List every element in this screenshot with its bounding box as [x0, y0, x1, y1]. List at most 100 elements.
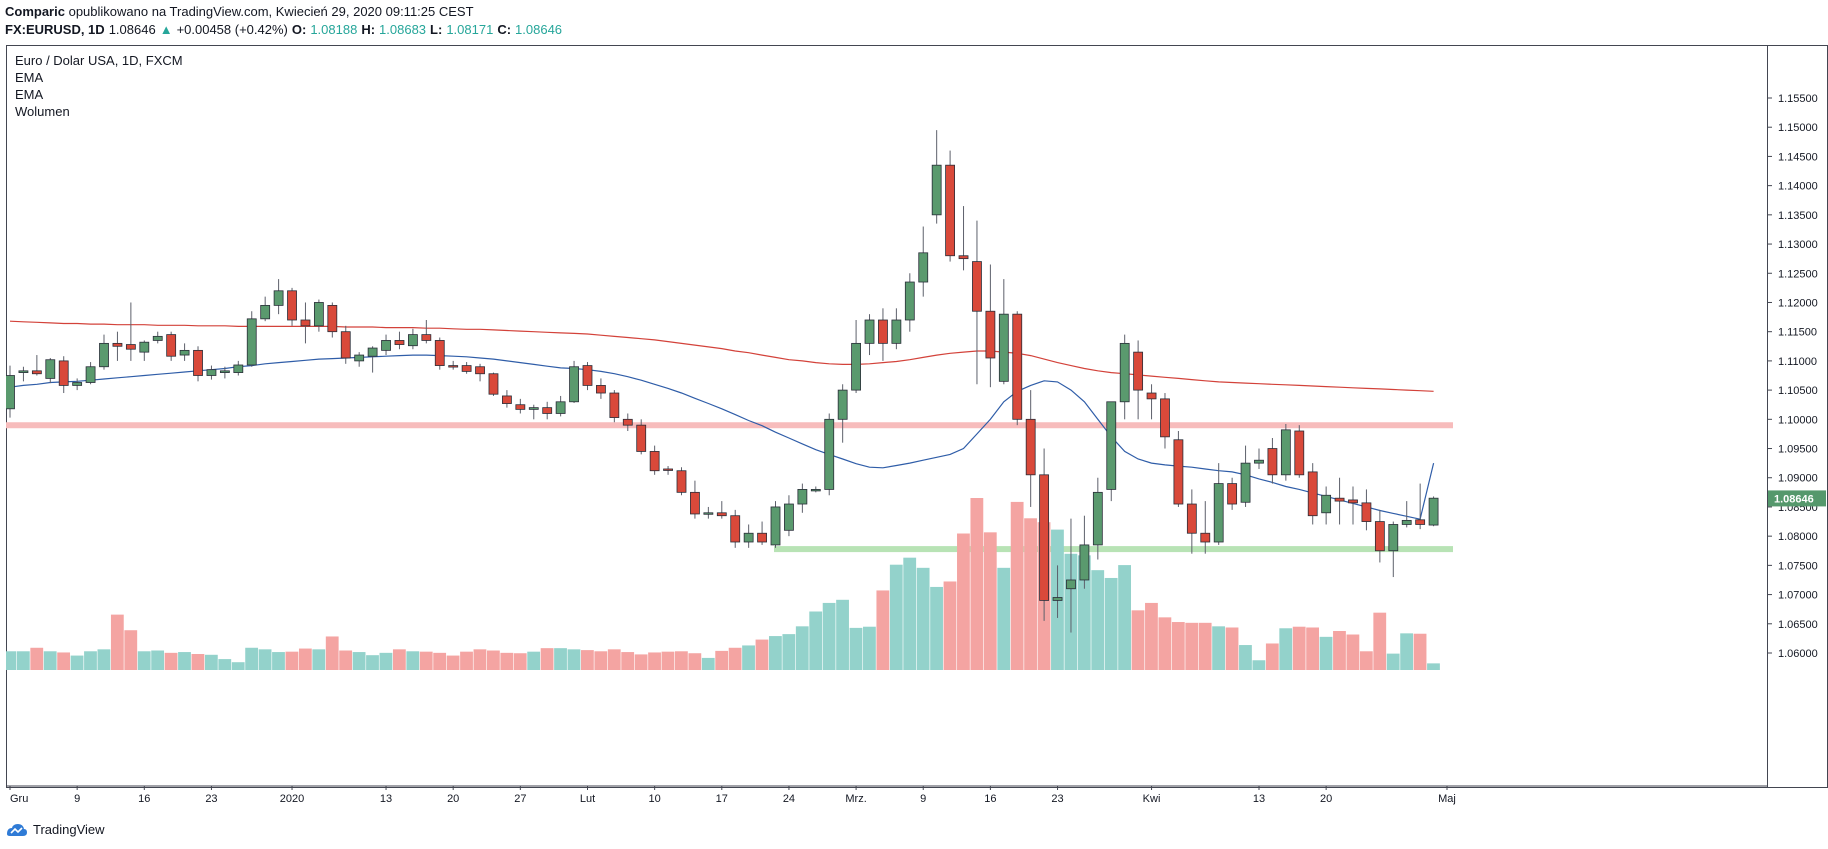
candle-body: [837, 389, 848, 420]
volume-bar: [178, 652, 191, 670]
close-label: C:: [497, 22, 512, 37]
candle-body: [1321, 494, 1332, 514]
time-axis[interactable]: Gru 9 16 23 2020 13 20 27 Lut 10 17 24 Mrz. 9 16 23 Kwi 1…: [9, 786, 1456, 805]
time-tick-label: 16: [138, 793, 150, 805]
author-name[interactable]: Comparic: [5, 4, 65, 19]
price-tick-label: 1.10500: [1778, 385, 1818, 397]
candle: [112, 331, 123, 361]
candle: [1294, 425, 1305, 478]
volume-bar: [1198, 622, 1212, 670]
candle: [1160, 393, 1170, 449]
time-tick-label: 20: [447, 793, 459, 805]
volume-layer: [6, 498, 1440, 670]
volume-bar: [970, 498, 984, 670]
volume-bar: [675, 651, 688, 670]
candle: [569, 360, 579, 403]
legend-ema-2[interactable]: EMA: [15, 87, 44, 102]
candle: [233, 360, 244, 376]
candle: [1280, 423, 1291, 481]
candle-body: [1374, 521, 1385, 552]
volume-bar: [849, 627, 863, 670]
volume-bar: [1306, 627, 1320, 670]
candle: [1133, 340, 1144, 420]
candle-body: [367, 347, 378, 357]
time-tick-label: 27: [514, 793, 526, 805]
candle-body: [72, 382, 83, 386]
price-chart[interactable]: 1.15500 1.15000 1.14500 1.14000 1.13500 1.130…: [6, 45, 1828, 815]
time-tick-label: 2020: [280, 793, 304, 805]
candle-body: [1079, 544, 1090, 581]
candle: [998, 279, 1009, 385]
volume-bar: [1118, 565, 1131, 670]
time-tick-label: 20: [1320, 793, 1332, 805]
volume-bar: [889, 564, 903, 670]
candle: [1415, 483, 1426, 530]
candle-body: [1415, 519, 1426, 525]
open-value: 1.08188: [310, 22, 358, 37]
volume-bar: [863, 626, 876, 670]
open-label: O:: [291, 22, 307, 37]
candle-body: [85, 366, 96, 383]
legend-volume[interactable]: Wolumen: [15, 104, 70, 119]
time-tick-label: 23: [205, 793, 217, 805]
volume-bar: [325, 636, 339, 670]
time-tick-label: Lut: [580, 793, 595, 805]
candle: [1254, 448, 1264, 469]
support-zone: [774, 546, 1453, 553]
volume-bar: [70, 655, 84, 670]
candle-body: [1186, 503, 1197, 534]
candle-body: [1200, 532, 1211, 543]
time-tick-label: 23: [1051, 793, 1063, 805]
candle: [1025, 390, 1036, 507]
candle: [502, 390, 512, 408]
candle: [1348, 486, 1358, 525]
volume-bar: [245, 647, 259, 670]
volume-bar: [84, 651, 97, 670]
candle-body: [475, 366, 485, 375]
candle-body: [636, 424, 647, 452]
price-tick-label: 1.11000: [1778, 356, 1817, 368]
candle: [1092, 477, 1103, 560]
price-tick-label: 1.11500: [1778, 327, 1817, 339]
candle: [327, 302, 338, 338]
chart-border: [6, 45, 1828, 788]
candle-body: [1066, 579, 1076, 590]
volume-bar: [567, 649, 581, 670]
candle-body: [125, 344, 136, 350]
candle: [716, 501, 727, 519]
candle-body: [1092, 491, 1103, 546]
volume-bar: [366, 655, 379, 670]
candle: [179, 343, 190, 361]
candle-body: [569, 366, 579, 403]
candle-body: [6, 375, 15, 410]
legend-ema-1[interactable]: EMA: [15, 70, 44, 85]
volume-bar: [1171, 622, 1185, 670]
candle: [945, 150, 955, 262]
volume-bar: [272, 652, 285, 670]
candle: [1321, 486, 1332, 525]
candle: [972, 220, 982, 385]
candle-body: [1254, 459, 1264, 464]
candle: [663, 466, 673, 475]
candle: [193, 346, 203, 382]
candle-body: [1025, 418, 1036, 476]
volume-bar: [1359, 651, 1373, 670]
time-tick-label: 24: [783, 793, 795, 805]
volume-bar: [809, 611, 823, 670]
volume-bar: [137, 651, 151, 670]
candle-body: [206, 369, 217, 376]
candle-body: [421, 334, 432, 341]
price-tick-label: 1.07000: [1778, 590, 1818, 602]
legend-title[interactable]: Euro / Dolar USA, 1D, FXCM: [15, 53, 183, 68]
candle-body: [1160, 398, 1170, 438]
price-axis[interactable]: 1.15500 1.15000 1.14500 1.14000 1.13500 1.130…: [1767, 93, 1826, 660]
footer-brand[interactable]: TradingView: [33, 822, 105, 837]
candle-body: [878, 319, 888, 344]
candle: [864, 314, 875, 356]
candle-body: [1227, 483, 1238, 505]
candle-body: [958, 255, 969, 260]
tradingview-logo-icon[interactable]: [6, 823, 28, 837]
volume-bar: [1346, 634, 1360, 670]
candle: [690, 480, 700, 519]
candle: [99, 334, 109, 370]
